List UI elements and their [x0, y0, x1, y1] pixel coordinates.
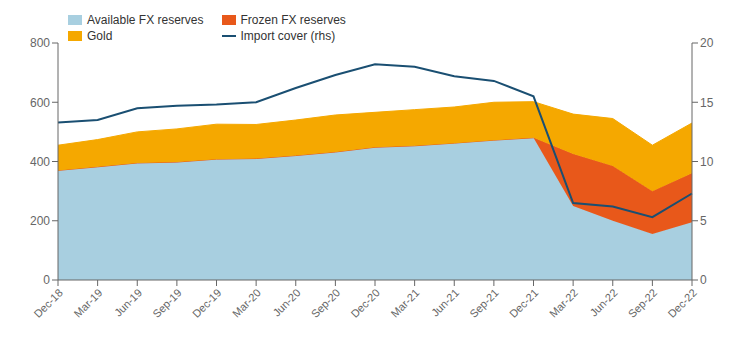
html-text:Frozen FX reserves: Frozen FX reserves [240, 13, 346, 27]
svg-text:Jun-22: Jun-22 [587, 286, 619, 318]
svg-text:Jun-19: Jun-19 [112, 286, 144, 318]
html-text:Gold: Gold [87, 29, 113, 43]
svg-text:800: 800 [30, 36, 50, 50]
svg-text:Dec-22: Dec-22 [665, 286, 699, 320]
svg-text:Mar-19: Mar-19 [71, 286, 104, 319]
svg-text:5: 5 [700, 214, 707, 228]
svg-text:Sep-22: Sep-22 [626, 286, 660, 320]
svg-text:0: 0 [700, 273, 707, 287]
svg-text:20: 20 [700, 36, 714, 50]
svg-text:Dec-20: Dec-20 [348, 286, 382, 320]
svg-text:Sep-20: Sep-20 [309, 286, 343, 320]
svg-text:Sep-21: Sep-21 [467, 286, 501, 320]
html-text:Available FX reserves: Available FX reserves [87, 13, 204, 27]
svg-text:15: 15 [700, 96, 714, 110]
svg-text:200: 200 [30, 214, 50, 228]
html-text:Import cover (rhs): Import cover (rhs) [240, 29, 336, 43]
svg-text:Jun-20: Jun-20 [270, 286, 302, 318]
svg-text:600: 600 [30, 96, 50, 110]
svg-text:Dec-19: Dec-19 [190, 286, 224, 320]
svg-text:0: 0 [43, 273, 50, 287]
svg-text:10: 10 [700, 155, 714, 169]
svg-text:Mar-20: Mar-20 [230, 286, 263, 319]
svg-text:Mar-21: Mar-21 [388, 286, 421, 319]
svg-text:Mar-22: Mar-22 [547, 286, 580, 319]
svg-text:Dec-21: Dec-21 [507, 286, 541, 320]
svg-text:Dec-18: Dec-18 [31, 286, 65, 320]
svg-text:400: 400 [30, 155, 50, 169]
svg-text:Jun-21: Jun-21 [429, 286, 461, 318]
svg-text:Sep-19: Sep-19 [150, 286, 184, 320]
